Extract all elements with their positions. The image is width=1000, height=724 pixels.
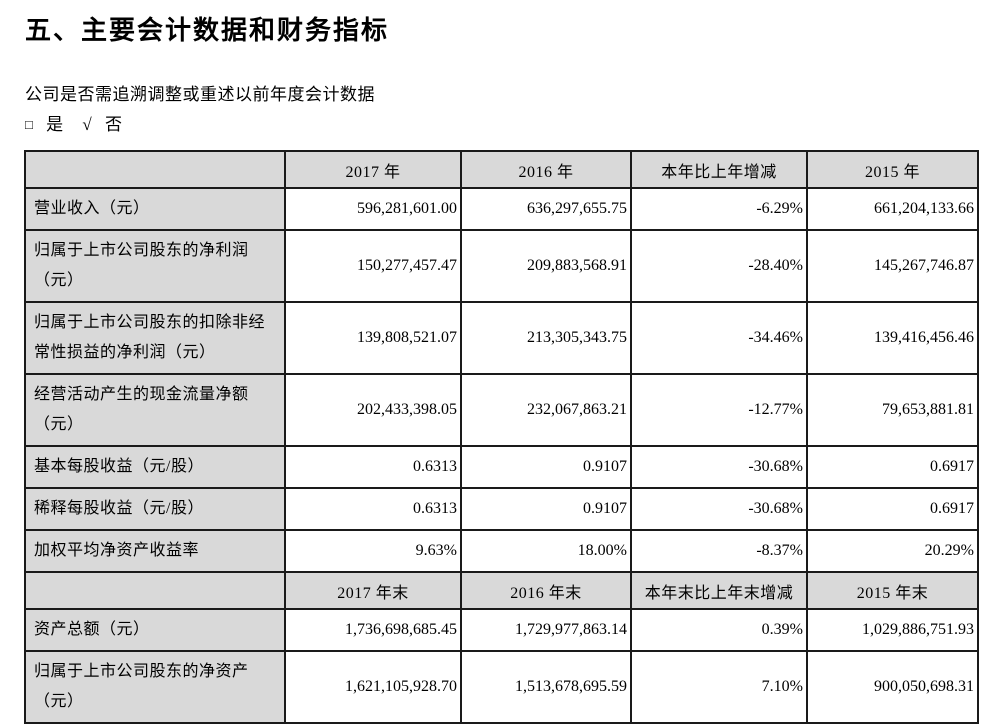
- value-cell: 139,416,456.46: [806, 301, 979, 375]
- row-label: 归属于上市公司股东的净利润（元）: [24, 229, 286, 303]
- value-cell: 0.6313: [284, 487, 462, 531]
- restatement-question: 公司是否需追溯调整或重述以前年度会计数据: [25, 85, 375, 104]
- value-cell: -28.40%: [630, 229, 808, 303]
- row-label: 归属于上市公司股东的净资产（元）: [24, 650, 286, 724]
- table-row: 稀释每股收益（元/股） 0.6313 0.9107 -30.68% 0.6917: [24, 487, 979, 531]
- financial-table-body: 2017 年 2016 年本年比上年增减 2015 年营业收入（元） 596,281,…: [24, 150, 979, 724]
- table-row: 基本每股收益（元/股） 0.6313 0.9107 -30.68% 0.6917: [24, 445, 979, 489]
- value-cell: 9.63%: [284, 529, 462, 573]
- value-cell: 0.6917: [806, 487, 979, 531]
- table-row: 归属于上市公司股东的净资产（元） 1,621,105,928.70 1,513,67…: [24, 650, 979, 724]
- value-cell: 1,029,886,751.93: [806, 608, 979, 652]
- value-cell: 7.10%: [630, 650, 808, 724]
- checkmark-icon: √: [82, 115, 93, 134]
- row-label: 加权平均净资产收益率: [24, 529, 286, 573]
- value-cell: 18.00%: [460, 529, 632, 573]
- financial-indicators-table: 2017 年 2016 年本年比上年增减 2015 年营业收入（元） 596,281,…: [24, 150, 979, 724]
- row-label: 资产总额（元）: [24, 608, 286, 652]
- header-period-cell: 2016 年末: [460, 571, 632, 610]
- row-label: 稀释每股收益（元/股）: [24, 487, 286, 531]
- value-cell: 1,736,698,685.45: [284, 608, 462, 652]
- restatement-choice: □ 是 √ 否: [25, 110, 136, 135]
- value-cell: 1,621,105,928.70: [284, 650, 462, 724]
- checkbox-unchecked-icon: □: [25, 117, 34, 132]
- row-label: 归属于上市公司股东的扣除非经常性损益的净利润（元）: [24, 301, 286, 375]
- value-cell: 596,281,601.00: [284, 187, 462, 231]
- header-period-cell: 2015 年末: [806, 571, 979, 610]
- value-cell: -34.46%: [630, 301, 808, 375]
- value-cell: 0.39%: [630, 608, 808, 652]
- value-cell: 0.6313: [284, 445, 462, 489]
- header-period-cell: 2016 年: [460, 150, 632, 189]
- value-cell: 1,729,977,863.14: [460, 608, 632, 652]
- value-cell: 145,267,746.87: [806, 229, 979, 303]
- row-label: 基本每股收益（元/股）: [24, 445, 286, 489]
- header-period-cell: 2017 年末: [284, 571, 462, 610]
- header-empty-cell: [24, 571, 286, 610]
- table-header-row: 2017 年末 2016 年末 本年末比上年末增减 2015 年末: [24, 571, 979, 610]
- table-row: 加权平均净资产收益率 9.63% 18.00% -8.37% 20.29%: [24, 529, 979, 573]
- choice-no-label: 否: [104, 115, 123, 134]
- choice-yes-label: 是: [46, 115, 64, 134]
- value-cell: 0.6917: [806, 445, 979, 489]
- header-period-cell: 本年末比上年末增减: [630, 571, 808, 610]
- value-cell: 232,067,863.21: [460, 373, 632, 447]
- value-cell: -8.37%: [630, 529, 808, 573]
- table-row: 经营活动产生的现金流量净额（元） 202,433,398.05 232,067,86…: [24, 373, 979, 447]
- table-row: 归属于上市公司股东的净利润（元） 150,277,457.47 209,883,56…: [24, 229, 979, 303]
- table-row: 归属于上市公司股东的扣除非经常性损益的净利润（元） 139,808,521.07 2…: [24, 301, 979, 375]
- value-cell: -6.29%: [630, 187, 808, 231]
- header-period-cell: 2017 年: [284, 150, 462, 189]
- value-cell: 661,204,133.66: [806, 187, 979, 231]
- value-cell: 20.29%: [806, 529, 979, 573]
- value-cell: 209,883,568.91: [460, 229, 632, 303]
- header-period-cell: 2015 年: [806, 150, 979, 189]
- value-cell: 0.9107: [460, 445, 632, 489]
- value-cell: -30.68%: [630, 445, 808, 489]
- value-cell: -12.77%: [630, 373, 808, 447]
- value-cell: 202,433,398.05: [284, 373, 462, 447]
- value-cell: 150,277,457.47: [284, 229, 462, 303]
- value-cell: 900,050,698.31: [806, 650, 979, 724]
- header-empty-cell: [24, 150, 286, 189]
- table-header-row: 2017 年 2016 年本年比上年增减 2015 年: [24, 150, 979, 189]
- value-cell: 213,305,343.75: [460, 301, 632, 375]
- header-period-cell: 本年比上年增减: [630, 150, 808, 189]
- table-row: 营业收入（元） 596,281,601.00 636,297,655.75 -6.29…: [24, 187, 979, 231]
- table-row: 资产总额（元） 1,736,698,685.45 1,729,977,863.14 0…: [24, 608, 979, 652]
- value-cell: 139,808,521.07: [284, 301, 462, 375]
- value-cell: -30.68%: [630, 487, 808, 531]
- value-cell: 1,513,678,695.59: [460, 650, 632, 724]
- row-label: 营业收入（元）: [24, 187, 286, 231]
- section-title: 五、主要会计数据和财务指标: [25, 15, 390, 45]
- value-cell: 0.9107: [460, 487, 632, 531]
- row-label: 经营活动产生的现金流量净额（元）: [24, 373, 286, 447]
- value-cell: 79,653,881.81: [806, 373, 979, 447]
- value-cell: 636,297,655.75: [460, 187, 632, 231]
